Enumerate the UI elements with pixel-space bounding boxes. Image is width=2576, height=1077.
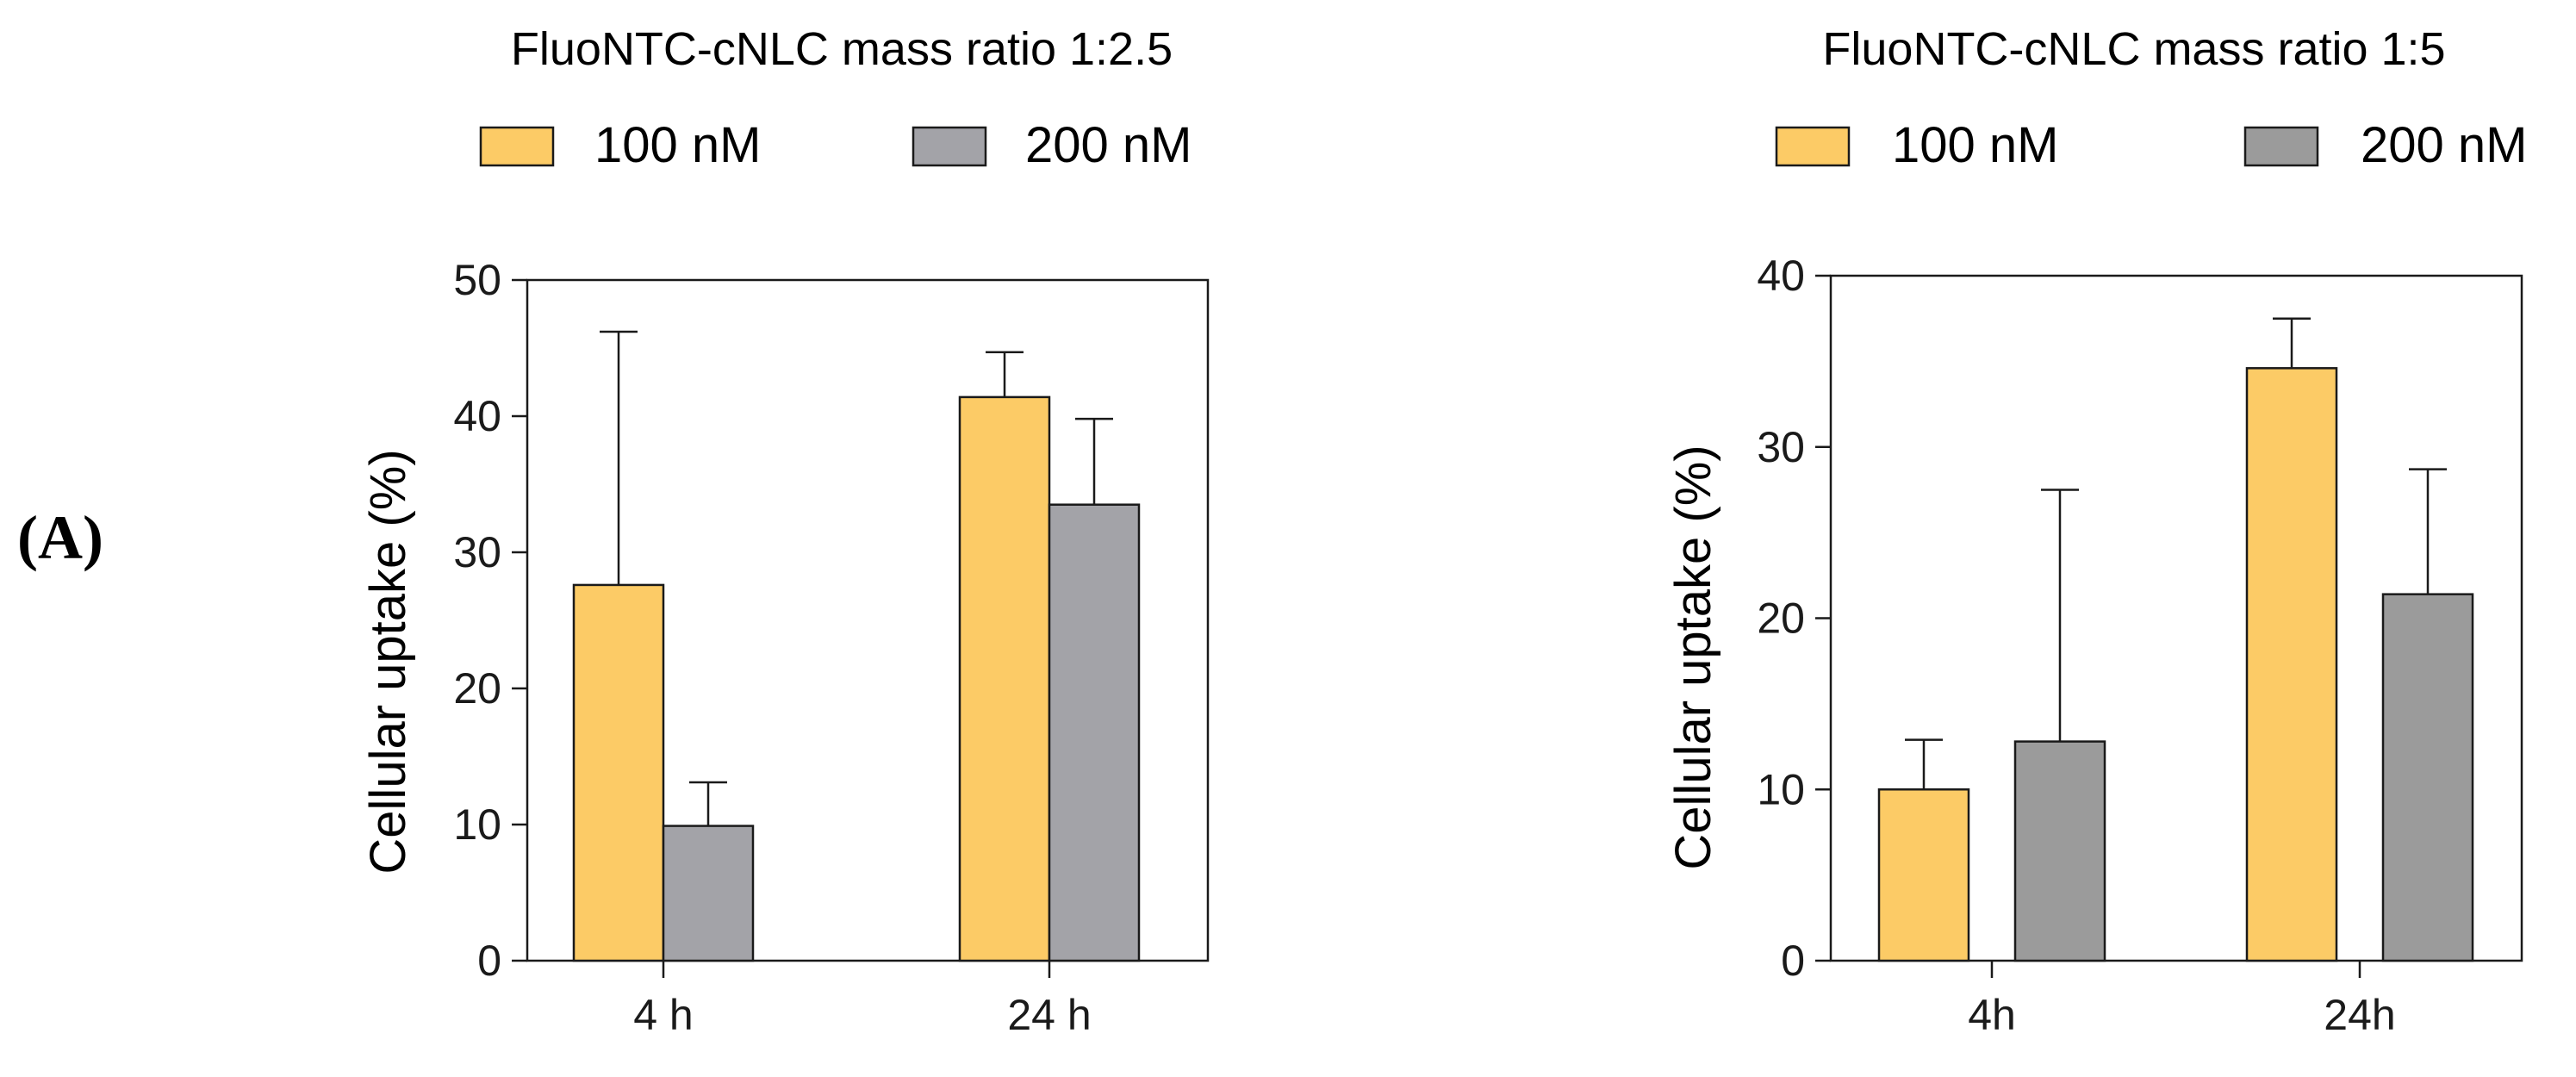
chart-title: FluoNTC-cNLC mass ratio 1:2.5 (511, 23, 1173, 75)
y-tick-label: 20 (1757, 595, 1805, 643)
legend-swatch-200nm (2243, 126, 2319, 167)
legend-swatch-100nm (1775, 126, 1851, 167)
y-tick-label: 30 (453, 528, 501, 576)
bar-100nm-24h (958, 395, 1051, 962)
chart-title: FluoNTC-cNLC mass ratio 1:5 (1822, 23, 2445, 75)
y-axis-label: Cellular uptake (%) (1665, 445, 1721, 869)
y-axis-label: Cellular uptake (%) (360, 449, 416, 874)
bars (1877, 317, 2474, 962)
bar-200nm-24h (1048, 503, 1141, 962)
legend-swatch-200nm (912, 126, 987, 167)
bar-100nm-4h (572, 583, 665, 962)
y-tick-label: 0 (477, 937, 501, 985)
bar-100nm-4h (1877, 788, 1970, 962)
y-tick-label: 40 (453, 392, 501, 440)
bar-200nm-4h (2013, 740, 2106, 962)
bar-200nm-4h (662, 825, 755, 962)
y-tick-label: 10 (1757, 765, 1805, 813)
legend: 100 nM 200 nM (1775, 117, 2527, 173)
y-tick-label: 50 (453, 256, 501, 304)
bars (572, 330, 1141, 962)
x-axis: 4 h 24 h (633, 961, 1092, 1039)
panel-label: (A) (17, 503, 103, 572)
chart-right: FluoNTC-cNLC mass ratio 1:5 100 nM 200 n… (1665, 23, 2527, 1039)
legend: 100 nM 200 nM (479, 117, 1192, 173)
legend-label-100nm: 100 nM (1892, 117, 2058, 173)
y-tick-label: 30 (1757, 423, 1805, 471)
x-axis: 4h 24h (1968, 961, 2396, 1039)
y-tick-label: 0 (1781, 937, 1805, 985)
plot-frame (526, 278, 1210, 962)
legend-label-200nm: 200 nM (2361, 117, 2527, 173)
y-tick-label: 40 (1757, 252, 1805, 300)
bar-200nm-24h (2381, 593, 2474, 962)
y-tick-label: 10 (453, 800, 501, 849)
x-tick-label: 24 h (1007, 991, 1091, 1039)
legend-label-100nm: 100 nM (594, 117, 761, 173)
y-axis: 0 10 20 30 40 50 (453, 256, 527, 985)
y-axis: 0 10 20 30 40 (1757, 252, 1831, 985)
legend-label-200nm: 200 nM (1025, 117, 1192, 173)
y-tick-label: 20 (453, 664, 501, 713)
legend-swatch-100nm (479, 126, 555, 167)
bar-100nm-24h (2245, 367, 2338, 962)
chart-left: FluoNTC-cNLC mass ratio 1:2.5 100 nM 200… (360, 23, 1210, 1039)
x-tick-label: 4h (1968, 991, 2016, 1039)
x-tick-label: 4 h (633, 991, 694, 1039)
x-tick-label: 24h (2324, 991, 2395, 1039)
